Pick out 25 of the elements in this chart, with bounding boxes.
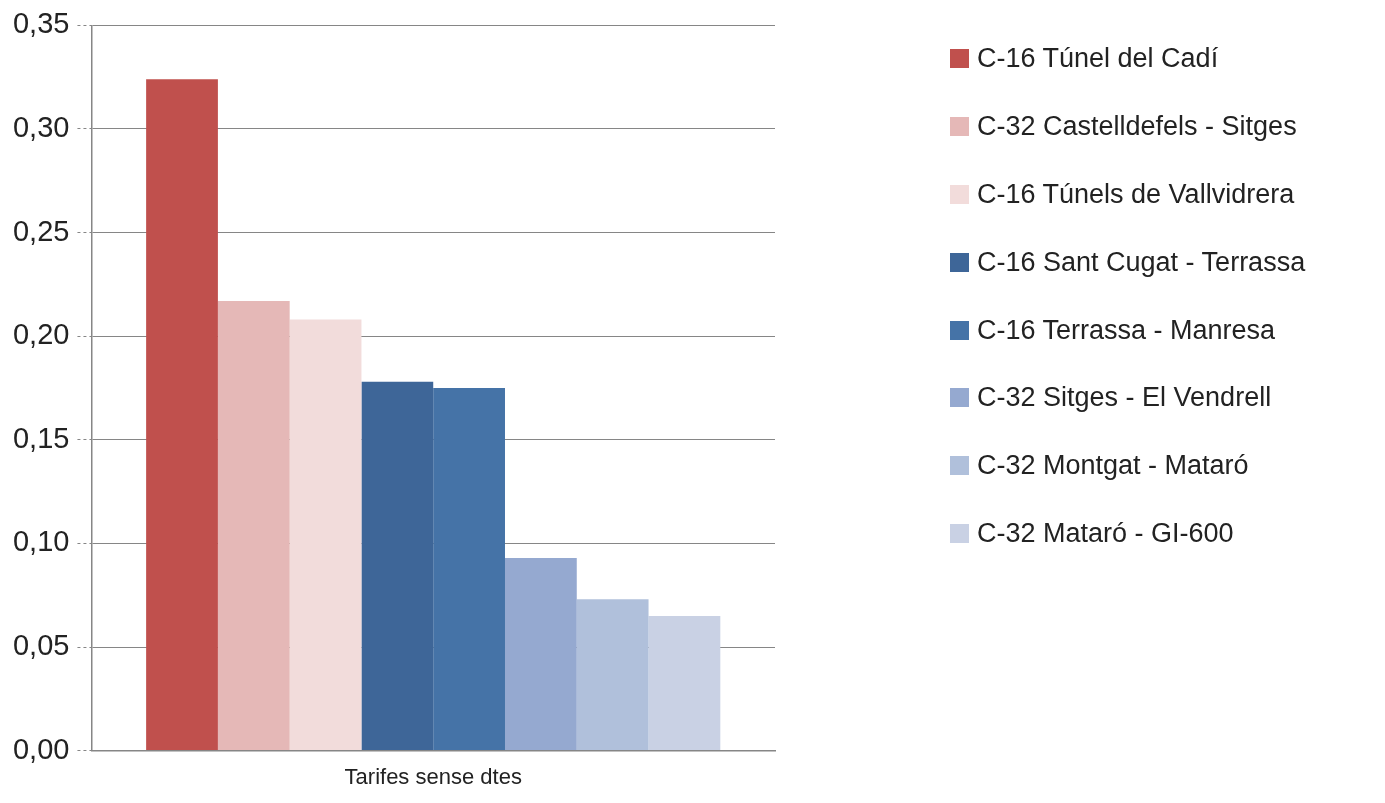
y-tick-label: 0,30 <box>12 111 70 143</box>
y-tick-label: 0,00 <box>12 732 70 765</box>
legend-label: C-16 Terrassa - Manresa <box>977 314 1276 346</box>
x-tick-label: Tarifes sense dtes <box>344 763 522 789</box>
bar <box>361 381 434 751</box>
legend-label: C-32 Sitges - El Vendrell <box>977 382 1272 414</box>
y-tick-label: 0,05 <box>12 629 70 661</box>
bar <box>146 79 218 751</box>
legend-label: C-32 Mataró - GI-600 <box>977 517 1234 549</box>
bar <box>576 599 649 751</box>
legend-label: C-16 Túnels de Vallvidrera <box>977 178 1295 210</box>
bar <box>433 388 505 751</box>
y-tick-label: 0,15 <box>12 421 70 454</box>
legend-label: C-32 Montgat - Mataró <box>977 450 1249 482</box>
legend-label: C-16 Sant Cugat - Terrassa <box>977 246 1306 278</box>
y-tick-label: 0,25 <box>12 214 70 247</box>
legend-label: C-32 Castelldefels - Sitges <box>977 111 1297 143</box>
bar <box>648 615 721 751</box>
y-tick-label: 0,20 <box>12 318 70 351</box>
y-tick-label: 0,10 <box>12 525 70 558</box>
bar <box>289 319 362 751</box>
bar <box>505 557 577 751</box>
y-tick-label: 0,35 <box>12 7 70 40</box>
legend-label: C-16 Túnel del Cadí <box>977 43 1219 75</box>
bar <box>217 300 290 751</box>
